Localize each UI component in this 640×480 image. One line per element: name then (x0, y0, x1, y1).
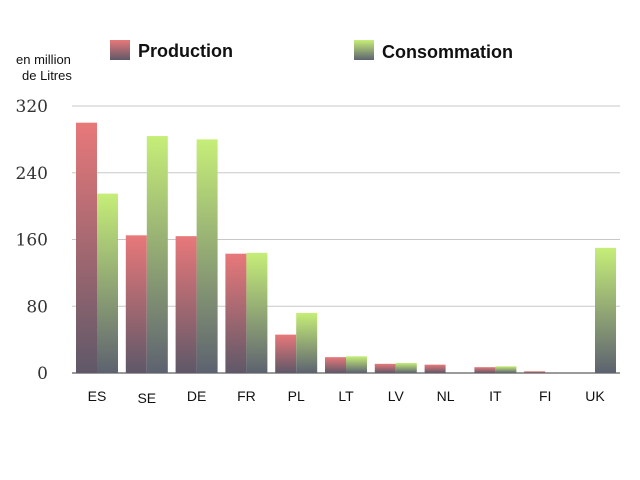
legend-label-consommation: Consommation (382, 42, 513, 62)
bar-consommation-lv (395, 362, 417, 373)
legend-swatch-consommation (354, 40, 374, 60)
bar-consommation-it (495, 366, 517, 373)
bar-consommation-pl (296, 312, 318, 373)
bar-consommation-fr (246, 252, 268, 373)
x-tick-label: LV (388, 388, 405, 404)
bar-production-lv (374, 363, 396, 373)
x-tick-label: PL (288, 388, 305, 404)
y-unit-label-line2: de Litres (22, 68, 72, 83)
bar-consommation-uk (595, 247, 616, 373)
y-tick-label: 80 (26, 297, 48, 317)
x-tick-label: FI (539, 388, 551, 404)
bar-production-de (175, 236, 197, 373)
x-tick-label: FR (237, 388, 256, 404)
bar-production-fi (524, 371, 546, 373)
y-tick-label: 160 (16, 231, 48, 251)
bar-consommation-de (196, 139, 218, 373)
x-tick-label: IT (489, 388, 502, 404)
y-tick-label: 0 (37, 364, 48, 384)
x-tick-label: LT (338, 388, 354, 404)
bar-production-lt (325, 357, 346, 373)
y-tick-label: 240 (16, 164, 48, 184)
bar-production-se (125, 235, 147, 373)
x-tick-label: UK (585, 388, 605, 404)
x-tick-label: NL (437, 388, 455, 404)
bar-production-pl (275, 334, 297, 373)
x-tick-label: DE (187, 388, 206, 404)
legend-label-production: Production (138, 41, 233, 61)
bar-consommation-lt (346, 356, 367, 373)
y-tick-label: 320 (16, 97, 48, 117)
bar-production-es (76, 122, 97, 373)
bar-production-it (474, 367, 496, 373)
bar-consommation-se (146, 136, 168, 373)
bar-consommation-es (97, 193, 118, 373)
x-tick-label: SE (137, 390, 156, 406)
x-tick-label: ES (88, 388, 107, 404)
bar-production-fr (225, 253, 247, 373)
bar-production-nl (424, 364, 446, 373)
legend-swatch-production (110, 40, 130, 60)
y-unit-label-line1: en million (16, 52, 71, 67)
